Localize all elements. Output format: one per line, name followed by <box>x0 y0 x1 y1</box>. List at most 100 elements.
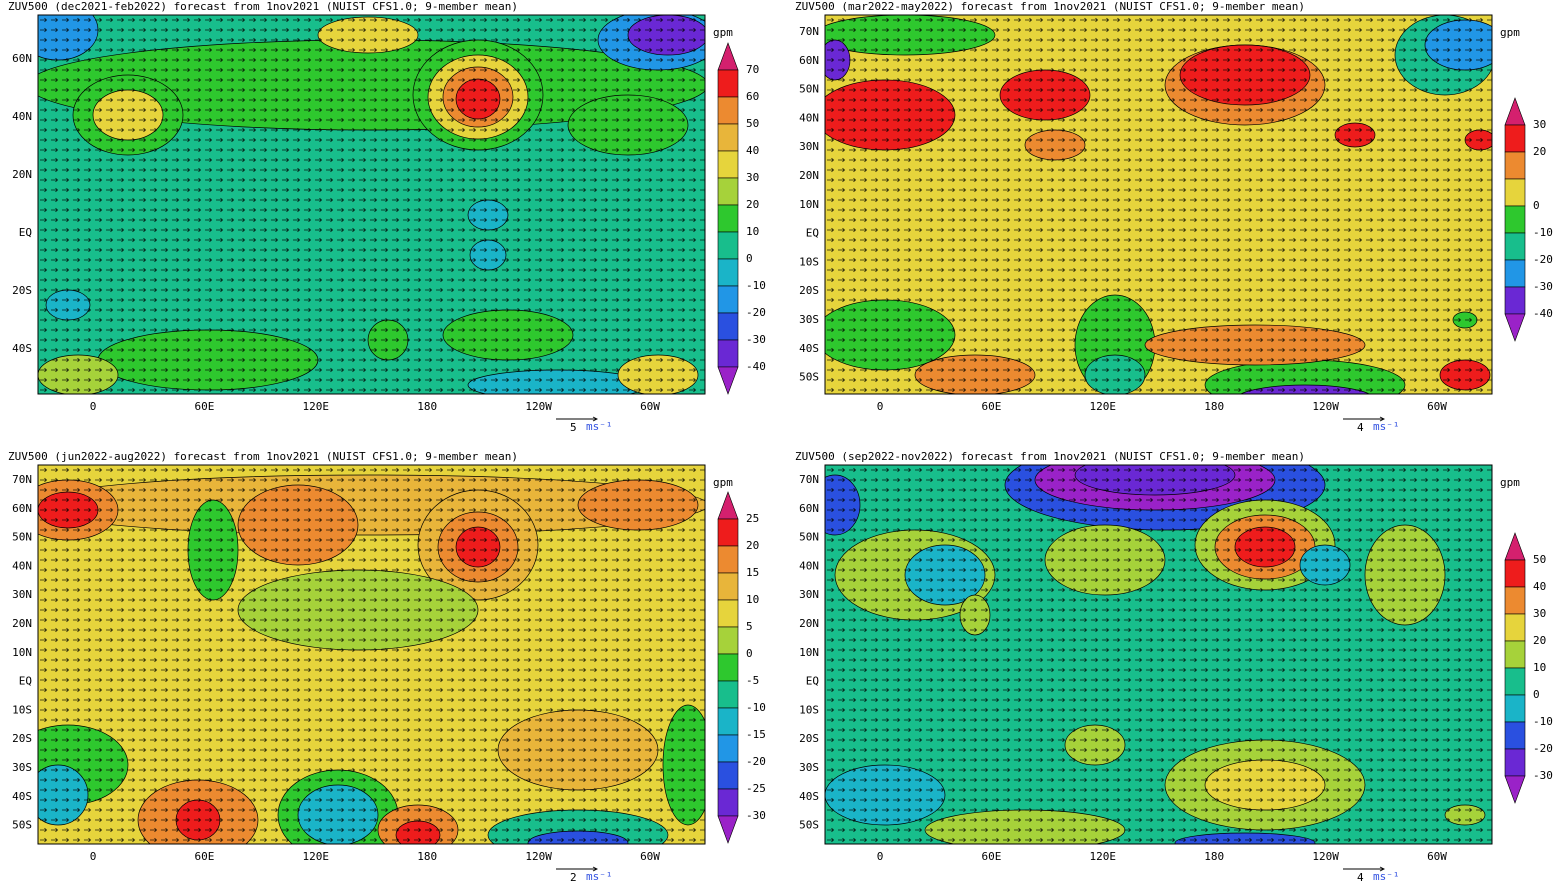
colorbar-label: 70 <box>746 63 759 76</box>
colorbar-box <box>717 96 739 125</box>
colorbar-label: -30 <box>1533 280 1553 293</box>
lat-label: EQ <box>19 675 32 688</box>
lon-label: 60W <box>1427 400 1447 413</box>
colorbar-box <box>717 734 739 763</box>
colorbar-triangle <box>717 815 739 844</box>
lon-label: 60W <box>1427 850 1447 863</box>
colorbar-label: -20 <box>1533 742 1553 755</box>
lon-label: 180 <box>1204 850 1224 863</box>
lat-label: 20S <box>12 284 32 297</box>
colorbar-box <box>1504 259 1526 288</box>
colorbar-label: 0 <box>1533 199 1540 212</box>
lat-label: 10N <box>799 198 819 211</box>
colorbar-box <box>717 150 739 179</box>
vector-scale-arrow <box>556 416 599 422</box>
colorbar-box <box>1504 205 1526 234</box>
panel-title: ZUV500 (dec2021-feb2022) forecast from 1… <box>8 0 518 13</box>
lon-label: 120E <box>303 850 330 863</box>
map-plot <box>38 465 705 844</box>
lat-label: 30N <box>12 588 32 601</box>
vector-scale-unit: ms⁻¹ <box>586 870 613 883</box>
lat-label: 40S <box>799 790 819 803</box>
lon-label: 60E <box>981 400 1001 413</box>
colorbar-label: 10 <box>746 225 759 238</box>
colorbar-label: -5 <box>746 674 759 687</box>
colorbar-triangle <box>1504 313 1526 342</box>
lat-label: 30S <box>12 761 32 774</box>
lon-label: 120W <box>1312 850 1339 863</box>
lat-label: 40N <box>799 111 819 124</box>
colorbar-triangle <box>1504 532 1526 561</box>
lat-label: 60N <box>12 52 32 65</box>
map-frame <box>37 464 706 845</box>
colorbar-box <box>717 312 739 341</box>
colorbar-label: -10 <box>1533 226 1553 239</box>
colorbar-triangle <box>1504 775 1526 804</box>
colorbar-box <box>717 204 739 233</box>
map-plot <box>825 15 1492 394</box>
lon-label: 180 <box>417 400 437 413</box>
colorbar-label: 10 <box>746 593 759 606</box>
colorbar-box <box>717 572 739 601</box>
colorbar-box <box>717 680 739 709</box>
lat-label: 30S <box>799 313 819 326</box>
lat-label: 30N <box>799 588 819 601</box>
lat-label: 10S <box>799 255 819 268</box>
colorbar-box <box>1504 721 1526 750</box>
lon-label: 60W <box>640 850 660 863</box>
colorbar-label: -10 <box>1533 715 1553 728</box>
vector-scale-value: 4 <box>1357 421 1364 434</box>
lon-label: 0 <box>90 400 97 413</box>
wind-vectors <box>38 465 705 844</box>
colorbar-box <box>1504 151 1526 180</box>
lat-label: EQ <box>806 675 819 688</box>
colorbar-box <box>1504 667 1526 696</box>
lon-label: 180 <box>1204 400 1224 413</box>
lat-label: 20S <box>12 732 32 745</box>
vector-scale-value: 4 <box>1357 871 1364 883</box>
colorbar-label: -40 <box>1533 307 1553 320</box>
lon-label: 120W <box>525 850 552 863</box>
colorbar-label: 5 <box>746 620 753 633</box>
lat-label: 20S <box>799 732 819 745</box>
colorbar-label: 30 <box>746 171 759 184</box>
colorbar-label: 60 <box>746 90 759 103</box>
map-panel: ZUV500 (sep2022-nov2022) forecast from 1… <box>795 450 1553 883</box>
map-panel: ZUV500 (mar2022-may2022) forecast from 1… <box>795 0 1553 434</box>
lat-label: 70N <box>799 25 819 38</box>
colorbar-triangle <box>717 42 739 71</box>
vector-scale-arrow <box>1343 416 1386 422</box>
colorbar-box <box>717 626 739 655</box>
colorbar-unit: gpm <box>713 26 733 39</box>
colorbar-label: -20 <box>746 306 766 319</box>
colorbar-label: -10 <box>746 701 766 714</box>
colorbar-label: -40 <box>746 360 766 373</box>
map-frame <box>824 14 1493 395</box>
lat-label: 40S <box>12 342 32 355</box>
colorbar-label: 20 <box>1533 145 1546 158</box>
colorbar-label: -25 <box>746 782 766 795</box>
colorbar-box <box>1504 694 1526 723</box>
lon-label: 120E <box>1090 850 1117 863</box>
colorbar-box <box>717 788 739 817</box>
colorbar-box <box>1504 586 1526 615</box>
colorbar-triangle <box>717 491 739 520</box>
panel-title: ZUV500 (jun2022-aug2022) forecast from 1… <box>8 450 518 463</box>
colorbar-label: 20 <box>746 198 759 211</box>
colorbar-box <box>1504 178 1526 207</box>
lon-label: 60E <box>981 850 1001 863</box>
lat-label: 50S <box>12 819 32 832</box>
vector-scale-arrow <box>1343 866 1386 872</box>
lon-label: 60E <box>194 400 214 413</box>
lat-label: 50N <box>799 83 819 96</box>
vector-scale-value: 2 <box>570 871 577 883</box>
colorbar-label: -20 <box>1533 253 1553 266</box>
lat-label: 20N <box>12 617 32 630</box>
lat-label: 50N <box>12 531 32 544</box>
colorbar-box <box>717 707 739 736</box>
colorbar-label: -30 <box>746 809 766 822</box>
lat-label: 10S <box>12 703 32 716</box>
panel-title: ZUV500 (mar2022-may2022) forecast from 1… <box>795 0 1305 13</box>
colorbar-box <box>1504 559 1526 588</box>
colorbar-box <box>717 231 739 260</box>
